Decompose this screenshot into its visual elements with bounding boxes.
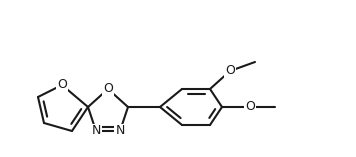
Text: O: O	[245, 100, 255, 114]
Text: N: N	[115, 125, 125, 138]
Text: N: N	[91, 125, 101, 138]
Text: O: O	[103, 82, 113, 95]
Text: O: O	[225, 65, 235, 78]
Text: O: O	[57, 78, 67, 92]
